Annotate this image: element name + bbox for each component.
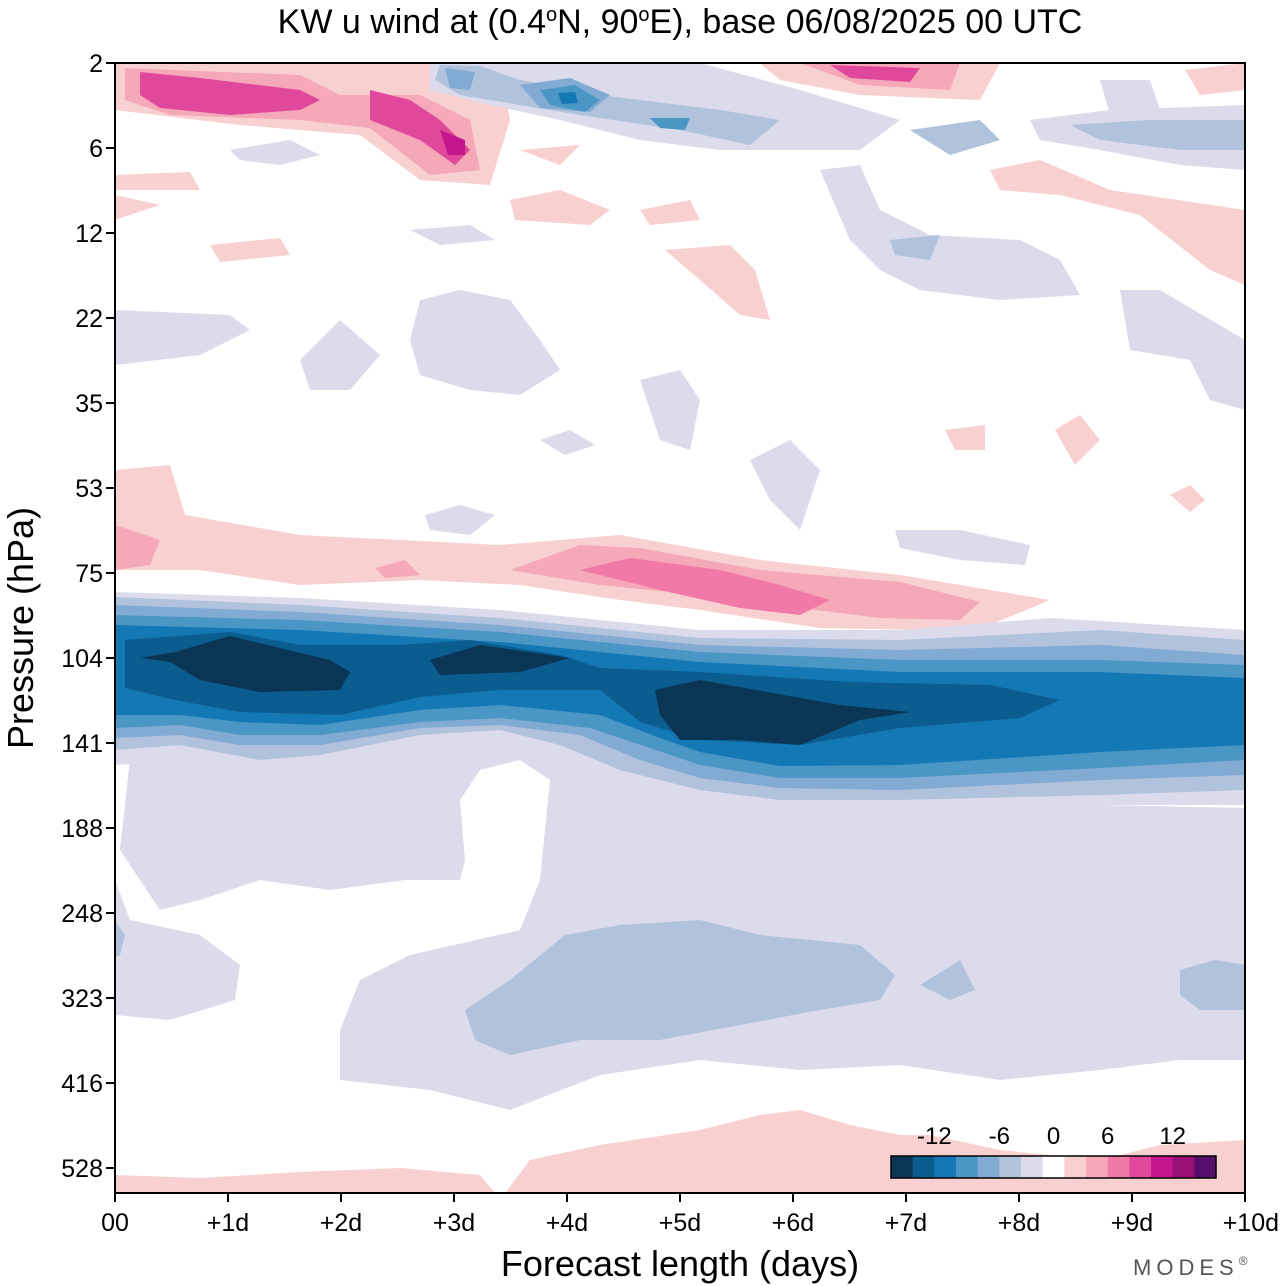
contour-westerly-75-mid3 [375,560,420,578]
contour-westerly-top-strong [140,72,320,115]
y-axis: 2 6 12 22 35 53 75 104 141 188 248 323 416 528 [61,50,115,1183]
contour-easterly-mid-strat13 [230,140,320,165]
contour-jet-core1 [140,636,350,692]
contour-westerly-strat-b [115,195,160,220]
contour-easterly-trop-mid [115,920,1245,1055]
contour-westerly-strat-e [640,200,700,225]
contour-westerly-strat-c [510,190,610,225]
contour-westerly-strat-i [945,425,985,450]
contour-easterly-top-strong3 [650,118,690,130]
x-axis-label: Forecast length (days) [501,1243,859,1284]
contour-fill-group [115,63,1245,1193]
x-tick-label: 00 [101,1209,129,1237]
x-tick-label: +9d [1111,1209,1153,1237]
colorbar-swatch [1086,1156,1109,1178]
y-tick-label: 141 [61,730,103,758]
contour-westerly-strat-g [665,245,770,320]
contour-westerly-low-b [115,1168,495,1193]
y-tick-label: 22 [75,305,103,333]
y-tick-label: 2 [89,50,103,78]
contour-easterly-mid-strat7 [640,370,700,450]
y-tick-label: 104 [61,645,103,673]
colorbar-swatch [956,1156,979,1178]
contour-easterly-mid-strat2 [890,235,940,260]
colorbar-swatch [912,1156,935,1178]
colorbar-swatch [1172,1156,1195,1178]
colorbar-tick-label: -6 [989,1123,1010,1150]
y-tick-label: 53 [75,475,103,503]
contour-westerly-strat-d [520,145,580,165]
colorbar-frame [890,1155,1217,1179]
contour-easterly-mid-strat1 [820,165,1080,300]
colorbar-swatch [977,1156,1000,1178]
x-tick-label: +1d [207,1209,249,1237]
contour-jet-core3 [655,680,910,745]
contour-easterly-mid-strat4 [410,290,560,395]
y-axis-label: Pressure (hPa) [0,507,41,749]
contour-easterly-right-b [910,120,1000,155]
contour-jet-core2 [430,645,570,675]
contour-easterly-top-strong2 [445,68,475,90]
y-tick-label: 12 [75,220,103,248]
contour-westerly-75-strong [580,558,830,615]
x-tick-label: +10d [1223,1209,1279,1237]
x-tick-label: +6d [772,1209,814,1237]
chart-title: KW u wind at (0.4oN, 90oE), base 06/08/2… [278,3,1083,41]
colorbar-tick-label: 0 [1047,1123,1060,1150]
contour-easterly-mid-strat10 [540,430,595,455]
contour-westerly-top-strong2 [370,90,470,165]
x-tick-label: +7d [885,1209,927,1237]
x-tick-label: +2d [320,1209,362,1237]
contour-westerly-top-core [440,130,465,155]
contour-easterly-mid-strat9 [425,505,495,535]
colorbar-tick-label: -12 [917,1123,952,1150]
y-tick-label: 248 [61,900,103,928]
colorbar-swatch [1042,1156,1065,1178]
contour-easterly-mid-strat6 [115,310,250,365]
y-tick-label: 75 [75,560,103,588]
contour-easterly-mid-strat8 [750,440,820,530]
colorbar-swatch [1151,1156,1174,1178]
x-tick-label: +5d [659,1209,701,1237]
colorbar-swatch [1064,1156,1087,1178]
y-tick-label: 323 [61,985,103,1013]
x-axis: 00 +1d +2d +3d +4d +5d +6d +7d +8d +9d +10d [101,1193,1279,1237]
colorbar-swatch [1129,1156,1152,1178]
modes-logo: MODES® [1133,1254,1253,1280]
contour-easterly-mid-strat5 [300,320,380,390]
contour-westerly-strat-h [210,238,290,262]
contour-easterly-top-core [558,92,578,104]
contour-westerly-strat-f [990,160,1245,285]
y-tick-label: 188 [61,815,103,843]
contour-easterly-mid-strat11 [895,530,1030,565]
contour-westerly-75-mid [115,525,160,570]
y-tick-label: 416 [61,1070,103,1098]
colorbar-swatch [1021,1156,1044,1178]
contour-westerly-strat-a [115,172,200,190]
colorbar-swatch [934,1156,957,1178]
colorbar-swatch [999,1156,1022,1178]
contour-easterly-right-c [1100,80,1160,115]
colorbar-swatch [891,1156,914,1178]
contour-easterly-right-mid [1070,120,1245,150]
contour-westerly-small [1185,63,1245,95]
x-tick-label: +4d [546,1209,588,1237]
y-tick-label: 35 [75,390,103,418]
contour-easterly-mid-strat12 [410,225,495,245]
colorbar-swatch [1107,1156,1130,1178]
contour-westerly-low-a [505,1110,1245,1193]
x-tick-label: +3d [433,1209,475,1237]
colorbar-swatch [1194,1156,1217,1178]
y-tick-label: 528 [61,1155,103,1183]
contour-westerly-top-right-strong [830,65,920,82]
y-tick-label: 6 [89,135,103,163]
colorbar-tick-label: 12 [1159,1123,1186,1150]
contour-easterly-mid-strat3 [1120,290,1245,410]
colorbar: -12 -6 0 6 12 [890,1123,1217,1179]
colorbar-tick-label: 6 [1101,1123,1114,1150]
contour-westerly-strat-j [1055,415,1100,465]
x-tick-label: +8d [998,1209,1040,1237]
contour-westerly-strat-k [1170,485,1205,512]
